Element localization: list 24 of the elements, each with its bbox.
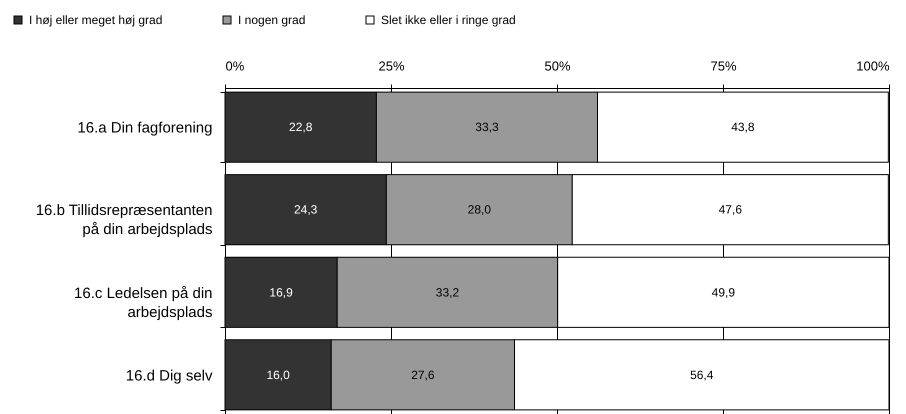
data-label: 56,4 — [690, 368, 714, 382]
x-tick-label: 0% — [226, 58, 245, 74]
data-label: 49,9 — [712, 285, 736, 300]
x-tick-label: 25% — [378, 58, 405, 74]
legend-label: Slet ikke eller i ringe grad — [381, 13, 516, 27]
x-tick-label: 75% — [710, 58, 737, 74]
data-label: 47,6 — [718, 202, 742, 217]
y-tick-label: 16.c Ledelsen på din arbejdsplads — [74, 284, 212, 321]
y-tick-label: 16.b Tillidsrepræsentanten på din arbejdsplads — [36, 202, 212, 238]
x-tick-label: 50% — [544, 58, 571, 74]
data-label: 33,2 — [436, 285, 460, 300]
data-label: 28,0 — [468, 202, 492, 217]
legend-label: I nogen grad — [238, 13, 306, 27]
data-label: 27,6 — [411, 368, 435, 382]
data-label: 16,0 — [266, 368, 290, 382]
data-label: 16,9 — [269, 285, 294, 300]
data-label: 43,8 — [731, 120, 755, 134]
y-tick-label: 16.a Din fagforening — [77, 120, 212, 137]
legend-label: I høj eller meget høj grad — [29, 13, 162, 27]
y-tick-label: 16.d Dig selv — [126, 367, 213, 384]
data-label: 33,3 — [475, 120, 499, 134]
x-tick-label: 100% — [856, 58, 890, 74]
data-label: 22,8 — [289, 120, 313, 134]
data-label: 24,3 — [294, 202, 318, 217]
